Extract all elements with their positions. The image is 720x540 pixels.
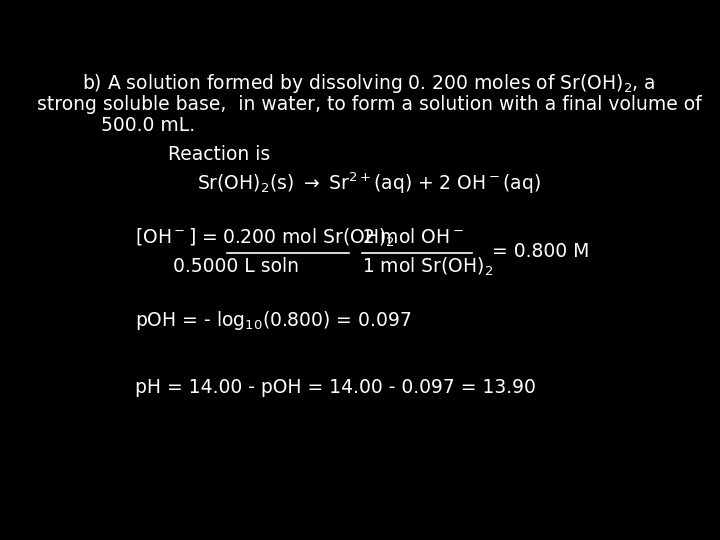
Text: 0.5000 L soln: 0.5000 L soln (173, 257, 299, 276)
Text: b) A solution formed by dissolving 0. 200 moles of Sr(OH)$_2$, a: b) A solution formed by dissolving 0. 20… (82, 72, 656, 95)
Text: strong soluble base,  in water, to form a solution with a final volume of: strong soluble base, in water, to form a… (37, 95, 701, 114)
Text: Reaction is: Reaction is (168, 145, 271, 164)
Text: 500.0 mL.: 500.0 mL. (101, 116, 195, 134)
Text: Sr(OH)$_2$(s) $\rightarrow$ Sr$^{2+}$(aq) + 2 OH$^-$(aq): Sr(OH)$_2$(s) $\rightarrow$ Sr$^{2+}$(aq… (197, 171, 541, 196)
Text: pOH = - log$_{10}$(0.800) = 0.097: pOH = - log$_{10}$(0.800) = 0.097 (135, 309, 411, 332)
Text: = 0.800 M: = 0.800 M (492, 242, 589, 261)
Text: 1 mol Sr(OH)$_2$: 1 mol Sr(OH)$_2$ (361, 255, 493, 278)
Text: 2 mol OH$^-$: 2 mol OH$^-$ (361, 228, 464, 247)
Text: pH = 14.00 - pOH = 14.00 - 0.097 = 13.90: pH = 14.00 - pOH = 14.00 - 0.097 = 13.90 (135, 377, 536, 396)
Text: [OH$^-$] = 0.200 mol Sr(OH)$_2$: [OH$^-$] = 0.200 mol Sr(OH)$_2$ (135, 226, 395, 248)
